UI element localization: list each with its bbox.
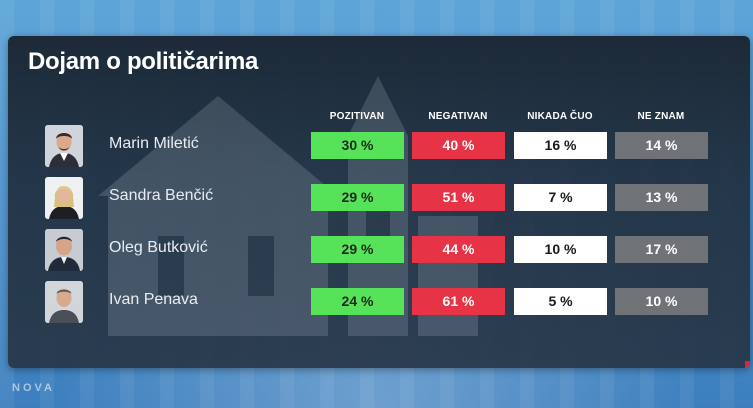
value-pozitivan: 29 % (311, 184, 404, 211)
table-row: Oleg Butković 29 % 44 % 10 % 17 % (8, 229, 750, 273)
value-nikada-cuo: 7 % (514, 184, 607, 211)
person-portrait-icon (45, 177, 83, 219)
poll-panel: Dojam o političarima POZITIVAN NEGATIVAN… (8, 36, 750, 368)
politician-name: Sandra Benčić (109, 187, 214, 204)
politician-name: Marin Miletić (109, 135, 199, 152)
value-pozitivan: 24 % (311, 288, 404, 315)
value-ne-znam: 17 % (615, 236, 708, 263)
column-header-nikada-cuo: NIKADA ČUO (527, 111, 593, 122)
person-portrait-icon (45, 125, 83, 167)
value-negativan: 40 % (412, 132, 505, 159)
person-portrait-icon (45, 229, 83, 271)
value-ne-znam: 10 % (615, 288, 708, 315)
value-ne-znam: 14 % (615, 132, 708, 159)
value-negativan: 61 % (412, 288, 505, 315)
person-portrait-icon (45, 281, 83, 323)
value-nikada-cuo: 10 % (514, 236, 607, 263)
value-nikada-cuo: 16 % (514, 132, 607, 159)
table-row: Ivan Penava 24 % 61 % 5 % 10 % (8, 281, 750, 325)
table-row: Marin Miletić 30 % 40 % 16 % 14 % (8, 125, 750, 169)
value-nikada-cuo: 5 % (514, 288, 607, 315)
politician-name: Ivan Penava (109, 291, 198, 308)
column-header-negativan: NEGATIVAN (428, 111, 488, 122)
column-header-ne-znam: NE ZNAM (637, 111, 685, 122)
value-pozitivan: 29 % (311, 236, 404, 263)
value-negativan: 51 % (412, 184, 505, 211)
corner-accent (745, 361, 750, 368)
page-title: Dojam o političarima (28, 48, 259, 75)
value-ne-znam: 13 % (615, 184, 708, 211)
table-row: Sandra Benčić 29 % 51 % 7 % 13 % (8, 177, 750, 221)
politician-name: Oleg Butković (109, 239, 208, 256)
channel-logo: NOVA (12, 382, 55, 394)
column-header-pozitivan: POZITIVAN (329, 111, 385, 122)
value-negativan: 44 % (412, 236, 505, 263)
value-pozitivan: 30 % (311, 132, 404, 159)
